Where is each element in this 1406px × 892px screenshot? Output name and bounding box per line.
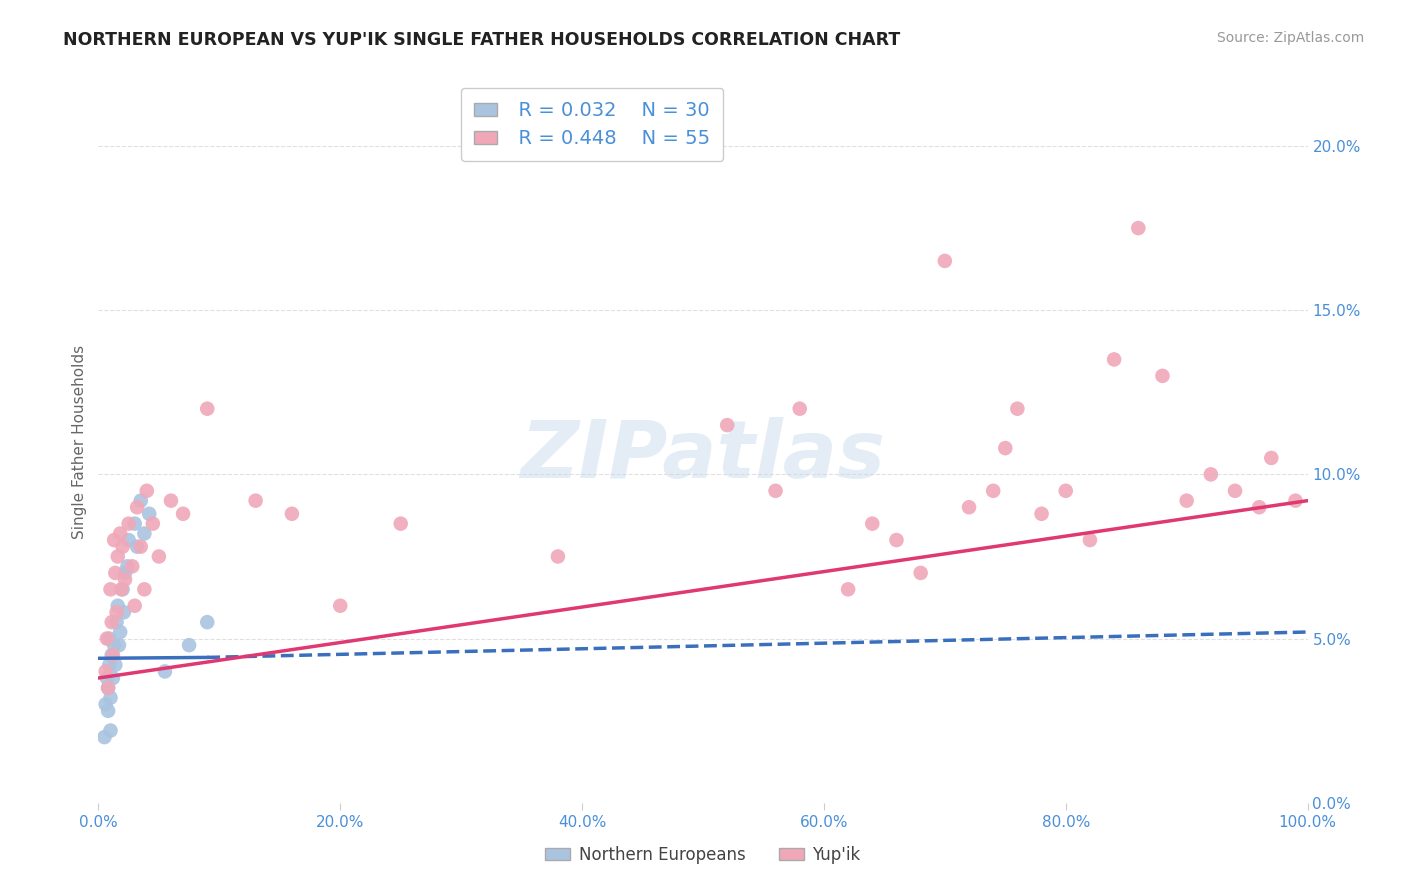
Point (1199, 467, 1222, 482)
Point (97, 681, 120, 695)
Point (329, 599, 352, 613)
Point (108, 625, 131, 640)
Point (1223, 483, 1246, 498)
Point (910, 566, 932, 580)
Point (1175, 493, 1198, 508)
Point (716, 418, 738, 433)
Point (121, 559, 143, 574)
Point (104, 657, 127, 672)
Point (114, 566, 136, 580)
Point (114, 573, 136, 587)
Point (1031, 507, 1053, 521)
Point (138, 507, 160, 521)
Point (97, 704, 120, 718)
Point (281, 507, 304, 521)
Point (172, 507, 194, 521)
Point (860, 516, 883, 531)
Point (100, 690, 122, 705)
Point (100, 723, 122, 738)
Point (837, 582, 859, 597)
Point (94, 665, 117, 679)
Point (142, 516, 165, 531)
Point (124, 516, 146, 531)
Point (111, 582, 134, 597)
Point (134, 582, 156, 597)
Point (1054, 483, 1077, 498)
Point (105, 605, 128, 619)
Point (97, 681, 120, 695)
Point (110, 582, 132, 597)
Text: NORTHERN EUROPEAN VS YUP'IK SINGLE FATHER HOUSEHOLDS CORRELATION CHART: NORTHERN EUROPEAN VS YUP'IK SINGLE FATHE… (63, 31, 900, 49)
Point (886, 533, 908, 547)
Text: Source: ZipAtlas.com: Source: ZipAtlas.com (1216, 31, 1364, 45)
Point (96, 671, 118, 685)
Point (108, 526, 131, 541)
Point (1152, 368, 1174, 383)
Point (1102, 352, 1125, 367)
Point (117, 559, 139, 574)
Point (100, 615, 122, 630)
Point (1249, 500, 1271, 515)
Point (103, 533, 125, 547)
Point (129, 540, 152, 554)
Point (148, 549, 170, 564)
Point (96, 632, 118, 646)
Point (245, 493, 267, 508)
Legend:   R = 0.032    N = 30,   R = 0.448    N = 55: R = 0.032 N = 30, R = 0.448 N = 55 (461, 87, 724, 161)
Point (153, 665, 176, 679)
Point (98, 632, 121, 646)
Point (104, 566, 127, 580)
Point (957, 500, 980, 515)
Point (108, 638, 131, 652)
Point (1128, 221, 1150, 235)
Point (100, 582, 122, 597)
Point (93, 730, 115, 744)
Point (127, 540, 149, 554)
Point (789, 401, 811, 416)
Point (100, 648, 122, 662)
Point (934, 253, 956, 268)
Point (134, 526, 156, 541)
Point (101, 671, 124, 685)
Point (103, 638, 125, 652)
Point (107, 599, 129, 613)
Legend: Northern Europeans, Yup'ik: Northern Europeans, Yup'ik (538, 839, 868, 871)
Point (101, 648, 124, 662)
Text: ZIPatlas: ZIPatlas (520, 417, 886, 495)
Point (195, 615, 218, 630)
Point (94, 698, 117, 712)
Point (98, 657, 121, 672)
Point (112, 605, 135, 619)
Point (547, 549, 569, 564)
Point (1078, 533, 1101, 547)
Point (994, 441, 1017, 455)
Point (1260, 450, 1282, 465)
Point (135, 483, 157, 498)
Point (160, 493, 183, 508)
Point (389, 516, 412, 531)
Point (118, 516, 141, 531)
Point (111, 540, 134, 554)
Point (179, 638, 201, 652)
Point (195, 401, 218, 416)
Point (129, 493, 152, 508)
Point (105, 615, 128, 630)
Point (124, 599, 146, 613)
Point (1284, 493, 1306, 508)
Point (765, 483, 787, 498)
Point (127, 500, 149, 515)
Y-axis label: Single Father Households: Single Father Households (72, 344, 87, 539)
Point (118, 533, 141, 547)
Point (1007, 401, 1029, 416)
Point (981, 483, 1004, 498)
Point (107, 549, 129, 564)
